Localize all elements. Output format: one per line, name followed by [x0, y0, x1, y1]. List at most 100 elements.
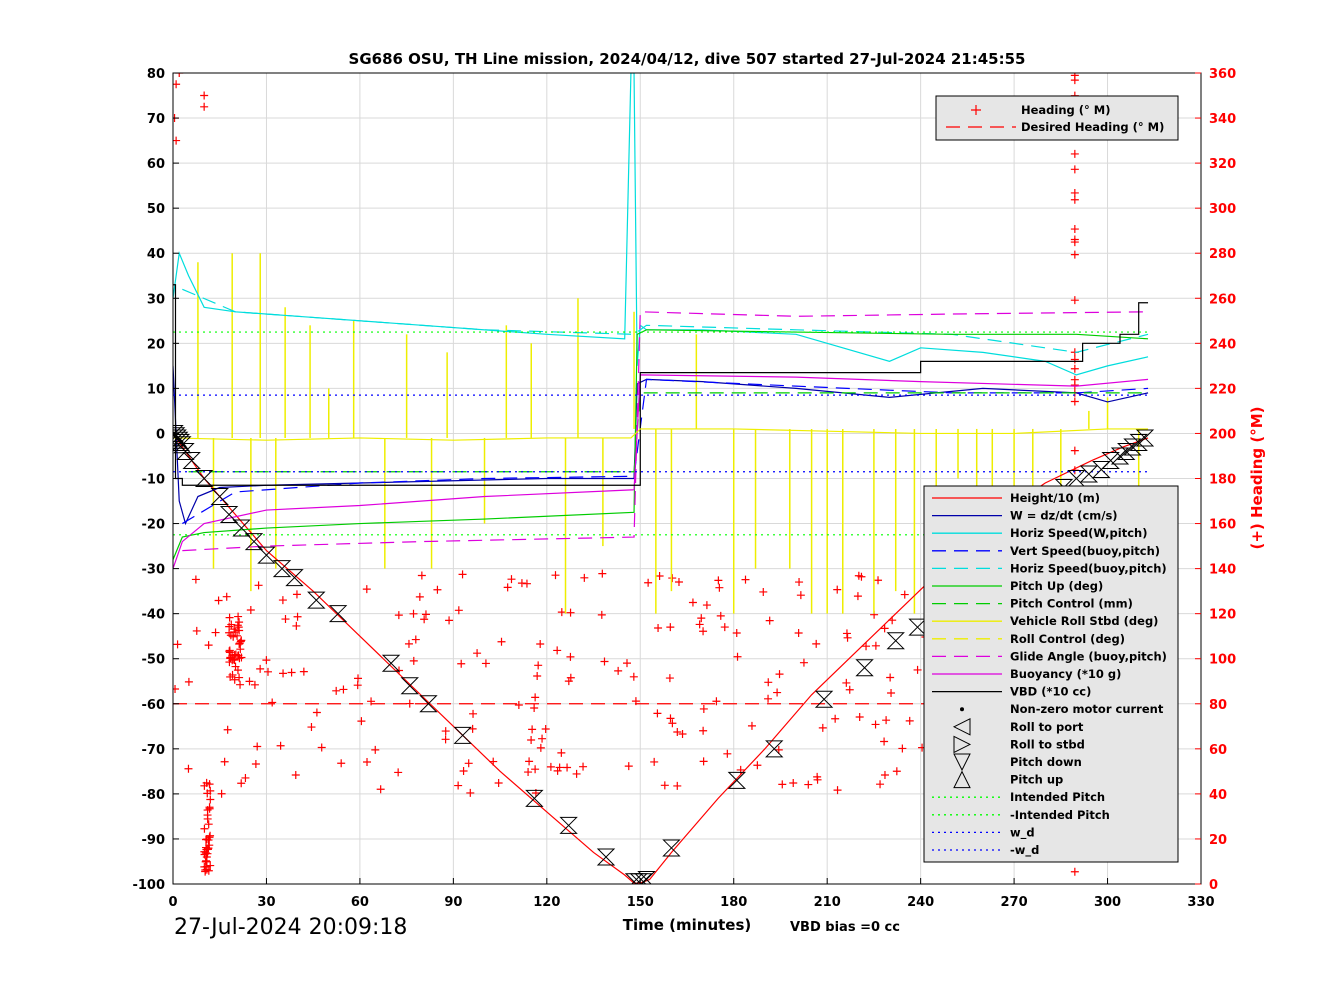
- heading-point: [503, 583, 512, 592]
- pitch-marker: [525, 789, 544, 807]
- heading-point: [753, 761, 762, 770]
- heading-point: [362, 585, 371, 594]
- heading-point: [715, 583, 724, 592]
- heading-point: [203, 845, 212, 854]
- heading-point: [206, 861, 215, 870]
- heading-point: [886, 673, 895, 682]
- legend-main-label: VBD (*10 cc): [1010, 685, 1091, 699]
- heading-point: [263, 667, 272, 676]
- legend-symbol: [953, 770, 971, 789]
- left-tick-label: -70: [142, 743, 166, 758]
- heading-point: [804, 780, 813, 789]
- heading-point: [307, 723, 316, 732]
- heading-point: [234, 623, 243, 632]
- right-tick-label: 300: [1209, 202, 1236, 217]
- heading-point: [514, 700, 523, 709]
- heading-point: [796, 591, 805, 600]
- heading-point: [376, 785, 385, 794]
- heading-point: [773, 688, 782, 697]
- heading-point: [563, 763, 572, 772]
- pitch-marker: [596, 848, 616, 866]
- heading-point: [913, 665, 922, 674]
- heading-point: [741, 575, 750, 584]
- timestamp: 27-Jul-2024 20:09:18: [174, 915, 407, 940]
- left-tick-label: -40: [142, 608, 166, 623]
- heading-point: [880, 624, 889, 633]
- heading-point: [665, 674, 674, 683]
- heading-point: [464, 759, 473, 768]
- heading-point: [764, 678, 773, 687]
- heading-point: [205, 804, 214, 813]
- series-line: [173, 284, 1149, 486]
- heading-point: [892, 767, 901, 776]
- heading-point: [842, 629, 851, 638]
- heading-point: [404, 639, 413, 648]
- left-tick-label: 20: [147, 337, 165, 352]
- heading-point: [862, 642, 871, 651]
- heading-point: [201, 857, 210, 866]
- heading-point: [799, 658, 808, 667]
- heading-point: [206, 795, 215, 804]
- heading-point: [813, 775, 822, 784]
- left-tick-label: 70: [147, 112, 165, 127]
- heading-point: [1070, 195, 1079, 204]
- legend-main-label: Intended Pitch: [1010, 790, 1105, 804]
- right-tick-label: 320: [1209, 157, 1236, 172]
- heading-point: [843, 633, 852, 642]
- heading-point: [1070, 76, 1079, 85]
- heading-point: [230, 625, 239, 634]
- heading-point: [417, 571, 426, 580]
- pitch-marker: [727, 771, 747, 789]
- heading-point: [200, 102, 209, 111]
- pitch-marker: [453, 726, 472, 744]
- heading-point: [233, 631, 242, 640]
- right-tick-label: 340: [1209, 112, 1236, 127]
- legend-main-label: Vehicle Roll Stbd (deg): [1010, 614, 1158, 628]
- x-tick-label: 300: [1094, 895, 1121, 910]
- heading-point: [441, 727, 450, 736]
- right-tick-label: 60: [1209, 743, 1227, 758]
- heading-point: [774, 745, 783, 754]
- heading-point: [457, 659, 466, 668]
- heading-point: [1070, 355, 1079, 364]
- heading-point: [202, 835, 211, 844]
- pitch-marker: [1092, 460, 1111, 478]
- right-tick-label: 40: [1209, 788, 1227, 803]
- right-tick-label: 100: [1209, 653, 1236, 668]
- heading-point: [871, 641, 880, 650]
- heading-point: [229, 632, 238, 641]
- heading-point: [201, 865, 210, 874]
- right-tick-label: 260: [1209, 292, 1236, 307]
- heading-point: [394, 611, 403, 620]
- heading-point: [276, 741, 285, 750]
- heading-point: [678, 730, 687, 739]
- heading-point: [278, 596, 287, 605]
- legend-main-label: Pitch up: [1010, 773, 1063, 787]
- heading-point: [553, 766, 562, 775]
- left-tick-label: -90: [142, 833, 166, 848]
- left-tick-label: -80: [142, 788, 166, 803]
- heading-point: [317, 743, 326, 752]
- heading-point: [666, 623, 675, 632]
- x-ticks: 0 30 60 90 120 150 180 210 240 270 300 330: [168, 878, 1215, 910]
- heading-point: [697, 614, 706, 623]
- heading-point: [200, 91, 209, 100]
- heading-point: [394, 768, 403, 777]
- right-tick-label: 160: [1209, 518, 1236, 533]
- legend-main-label: Pitch Control (mm): [1010, 597, 1133, 611]
- pitch-marker: [173, 436, 192, 454]
- heading-point: [363, 757, 372, 766]
- heading-point: [411, 635, 420, 644]
- heading-point: [1070, 867, 1079, 876]
- heading-point: [223, 725, 232, 734]
- heading-point: [312, 708, 321, 717]
- heading-point: [204, 866, 213, 875]
- x-tick-label: 60: [351, 895, 369, 910]
- heading-point: [420, 615, 429, 624]
- legend-symbol: [953, 735, 972, 754]
- heading-point: [795, 578, 804, 587]
- heading-point: [191, 575, 200, 584]
- heading-point: [546, 762, 555, 771]
- heading-point: [747, 721, 756, 730]
- heading-point: [421, 610, 430, 619]
